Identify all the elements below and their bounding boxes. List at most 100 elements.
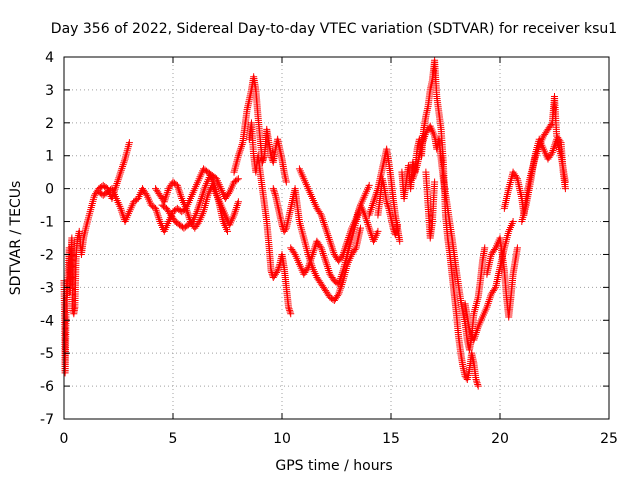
data-point-marker — [547, 120, 555, 128]
data-point-marker — [195, 202, 203, 210]
data-point-marker — [323, 261, 331, 269]
data-point-marker — [325, 235, 333, 243]
data-point-marker — [232, 205, 240, 213]
data-point-marker — [491, 246, 499, 254]
data-point-marker — [322, 257, 330, 265]
data-point-marker — [366, 226, 374, 234]
y-tick-label: -6 — [40, 379, 54, 395]
data-point-marker — [176, 189, 184, 197]
y-tick-label: 0 — [45, 182, 54, 198]
data-point-marker — [431, 178, 439, 186]
data-point-marker — [363, 218, 371, 226]
data-point-marker — [235, 150, 243, 158]
data-point-marker — [323, 230, 331, 238]
data-point-marker — [325, 234, 333, 242]
data-point-marker — [367, 205, 375, 213]
data-point-marker — [326, 237, 334, 245]
data-point-marker — [321, 255, 329, 263]
data-point-marker — [383, 199, 391, 207]
data-point-marker — [485, 296, 493, 304]
data-point-marker — [334, 292, 342, 300]
data-point-marker — [259, 155, 267, 163]
data-point-marker — [320, 220, 328, 228]
data-point-marker — [196, 198, 204, 206]
y-tick-label: -5 — [40, 346, 54, 362]
data-point-marker — [112, 181, 120, 189]
data-point-marker — [319, 250, 327, 258]
data-point-marker — [323, 263, 331, 271]
data-point-marker — [197, 196, 205, 204]
data-point-marker — [114, 178, 122, 186]
x-tick-label: 20 — [491, 431, 509, 447]
data-point-marker — [321, 222, 329, 230]
x-tick-label: 5 — [169, 431, 178, 447]
data-point-marker — [323, 228, 331, 236]
data-point-marker — [322, 259, 330, 267]
data-point-marker — [368, 203, 376, 211]
data-point-marker — [327, 239, 335, 247]
data-point-marker — [225, 190, 233, 198]
data-point-marker — [383, 198, 391, 206]
data-point-marker — [366, 228, 374, 236]
data-point-marker — [234, 200, 242, 208]
data-point-marker — [286, 306, 294, 314]
data-point-marker — [316, 242, 324, 250]
data-point-marker — [270, 188, 278, 196]
data-point-marker — [338, 252, 346, 260]
data-point-marker — [238, 140, 246, 148]
data-point-marker — [327, 241, 335, 249]
data-point-marker — [473, 377, 481, 385]
x-axis-label: GPS time / hours — [275, 458, 392, 474]
data-point-marker — [368, 202, 376, 210]
data-point-marker — [309, 249, 317, 257]
data-point-marker — [351, 246, 359, 254]
data-point-marker — [364, 220, 372, 228]
data-point-marker — [337, 284, 345, 292]
data-point-marker — [233, 176, 241, 184]
data-point-marker — [285, 303, 293, 311]
y-axis: -7 -6 -5 -4 -3 -2 -1 0 1 2 3 4 — [40, 50, 609, 428]
data-point-marker — [286, 308, 294, 316]
data-point-marker — [119, 163, 127, 171]
data-point-marker — [267, 267, 275, 275]
data-point-marker — [384, 203, 392, 211]
data-point-marker — [153, 210, 161, 218]
data-point-marker — [117, 168, 125, 176]
y-tick-label: 4 — [45, 50, 54, 66]
chart-title: Day 356 of 2022, Sidereal Day-to-day VTE… — [51, 21, 617, 37]
data-point-marker — [328, 243, 336, 251]
data-point-marker — [125, 139, 133, 147]
data-point-marker — [396, 237, 404, 245]
data-point-marker — [114, 176, 122, 184]
y-tick-label: -3 — [40, 280, 54, 296]
data-point-marker — [367, 230, 375, 238]
data-point-marker — [195, 200, 203, 208]
grid-lines — [64, 57, 609, 419]
y-tick-label: 1 — [45, 149, 54, 165]
data-point-marker — [561, 178, 569, 186]
data-point-marker — [394, 221, 402, 229]
data-point-marker — [116, 170, 124, 178]
data-point-marker — [236, 146, 244, 154]
data-point-marker — [473, 379, 481, 387]
data-point-marker — [320, 218, 328, 226]
data-point-marker — [120, 157, 128, 165]
data-point-marker — [328, 245, 336, 253]
data-point-marker — [547, 150, 555, 158]
y-axis-label: SDTVAR / TECUs — [8, 181, 24, 296]
data-point-marker — [274, 265, 282, 273]
data-point-marker — [269, 185, 277, 193]
data-point-marker — [322, 224, 330, 232]
data-point-marker — [384, 201, 392, 209]
data-point-marker — [509, 218, 517, 226]
data-point-marker — [274, 267, 282, 275]
x-tick-label: 10 — [273, 431, 291, 447]
data-point-marker — [273, 269, 281, 277]
data-point-marker — [119, 210, 127, 218]
data-point-marker — [320, 251, 328, 259]
data-point-marker — [224, 227, 231, 235]
data-point-marker — [285, 305, 293, 313]
data-point-marker — [481, 244, 489, 252]
data-point-marker — [472, 376, 480, 384]
data-point-marker — [324, 232, 332, 240]
